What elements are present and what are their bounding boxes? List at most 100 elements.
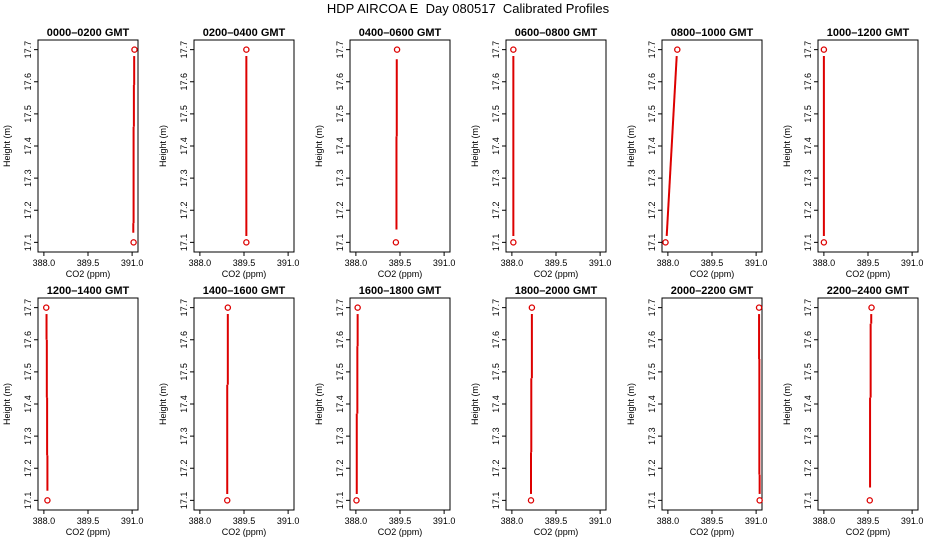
- y-tick-label: 17.3: [179, 169, 189, 187]
- x-tick-label: 391.0: [433, 516, 456, 526]
- plot-frame: [817, 39, 919, 253]
- y-axis-label: Height (m): [314, 125, 324, 167]
- x-tick-label: 391.0: [589, 516, 612, 526]
- x-axis-label: CO2 (ppm): [66, 269, 111, 279]
- y-tick-label: 17.3: [647, 427, 657, 445]
- y-tick-label: 17.6: [23, 331, 33, 349]
- y-tick-label: 17.6: [803, 73, 813, 91]
- y-tick-label: 17.3: [23, 427, 33, 445]
- y-tick-label: 17.7: [335, 41, 345, 59]
- y-tick-label: 17.1: [491, 234, 501, 252]
- chart-title: 1800–2000 GMT: [515, 285, 598, 297]
- y-tick-label: 17.2: [335, 459, 345, 477]
- y-tick-label: 17.1: [335, 234, 345, 252]
- x-tick-label: 389.5: [233, 516, 256, 526]
- chart-panel: 0000–0200 GMT 388.0 389.5 391.0 17.1 17.2 17.3…: [2, 27, 143, 279]
- chart-title: 0000–0200 GMT: [47, 27, 130, 39]
- y-tick-label: 17.4: [803, 137, 813, 155]
- chart-panel: 0200–0400 GMT 388.0 389.5 391.0 17.1 17.2 17.3…: [158, 27, 299, 279]
- x-tick-label: 388.0: [345, 516, 368, 526]
- x-tick-label: 388.0: [657, 258, 680, 268]
- data-point: [354, 304, 361, 311]
- y-tick-label: 17.3: [23, 169, 33, 187]
- chart-title: 1400–1600 GMT: [203, 285, 286, 297]
- y-tick-label: 17.1: [491, 492, 501, 510]
- x-tick-label: 391.0: [277, 258, 300, 268]
- x-tick-label: 388.0: [33, 516, 56, 526]
- y-tick-label: 17.5: [647, 105, 657, 123]
- data-point: [866, 497, 874, 504]
- y-tick-label: 17.6: [491, 73, 501, 91]
- data-point: [243, 46, 250, 53]
- x-tick-label: 391.0: [121, 516, 144, 526]
- data-point: [44, 497, 51, 504]
- chart-panel: 2200–2400 GMT 388.0 389.5 391.0 17.1 17.2 17.3…: [782, 285, 923, 537]
- x-axis-label: CO2 (ppm): [846, 269, 891, 279]
- x-tick-label: 389.5: [701, 258, 724, 268]
- plot-frame: [349, 39, 451, 253]
- y-tick-label: 17.2: [491, 201, 501, 219]
- x-axis-label: CO2 (ppm): [690, 269, 735, 279]
- y-tick-label: 17.2: [23, 201, 33, 219]
- data-point: [510, 46, 517, 53]
- y-axis-label: Height (m): [314, 383, 324, 425]
- y-tick-label: 17.1: [335, 492, 345, 510]
- y-tick-label: 17.4: [23, 395, 33, 413]
- y-tick-label: 17.7: [23, 299, 33, 317]
- y-axis-label: Height (m): [2, 125, 12, 167]
- y-axis-label: Height (m): [2, 383, 12, 425]
- y-tick-label: 17.2: [647, 201, 657, 219]
- x-tick-label: 391.0: [277, 516, 300, 526]
- y-axis-label: Height (m): [470, 125, 480, 167]
- y-tick-label: 17.4: [335, 395, 345, 413]
- y-tick-label: 17.7: [491, 299, 501, 317]
- y-tick-label: 17.6: [491, 331, 501, 349]
- y-tick-label: 17.5: [23, 105, 33, 123]
- y-tick-label: 17.3: [491, 427, 501, 445]
- y-tick-label: 17.4: [23, 137, 33, 155]
- y-tick-label: 17.1: [647, 492, 657, 510]
- x-axis-label: CO2 (ppm): [378, 527, 423, 537]
- plot-frame: [817, 297, 919, 511]
- y-tick-label: 17.5: [335, 363, 345, 381]
- y-tick-label: 17.3: [179, 427, 189, 445]
- y-tick-label: 17.5: [335, 105, 345, 123]
- y-tick-label: 17.6: [335, 73, 345, 91]
- y-tick-label: 17.4: [335, 137, 345, 155]
- y-axis-label: Height (m): [158, 383, 168, 425]
- data-point: [42, 304, 50, 311]
- data-point: [527, 497, 535, 504]
- data-point: [392, 239, 400, 246]
- chart-title: 1200–1400 GMT: [47, 285, 130, 297]
- y-tick-label: 17.3: [803, 169, 813, 187]
- x-axis-label: CO2 (ppm): [66, 527, 111, 537]
- y-tick-label: 17.6: [335, 331, 345, 349]
- x-tick-label: 389.5: [389, 258, 412, 268]
- data-point: [755, 304, 763, 311]
- y-tick-label: 17.6: [23, 73, 33, 91]
- x-tick-label: 388.0: [501, 258, 524, 268]
- plot-frame: [37, 39, 139, 253]
- data-point: [224, 304, 232, 311]
- data-point: [223, 497, 231, 504]
- x-tick-label: 388.0: [813, 516, 836, 526]
- x-axis-label: CO2 (ppm): [690, 527, 735, 537]
- data-point: [353, 497, 360, 504]
- data-point: [756, 497, 763, 504]
- y-tick-label: 17.5: [179, 105, 189, 123]
- chart-title: 2000–2200 GMT: [671, 285, 754, 297]
- y-tick-label: 17.1: [23, 234, 33, 252]
- chart-title: 0200–0400 GMT: [203, 27, 286, 39]
- chart-panel: 1400–1600 GMT 388.0 389.5 391.0 17.1 17.2 17.3…: [158, 285, 299, 537]
- y-tick-label: 17.2: [647, 459, 657, 477]
- plot-frame: [505, 39, 607, 253]
- data-point: [820, 239, 828, 246]
- y-tick-label: 17.5: [803, 363, 813, 381]
- y-axis-label: Height (m): [626, 125, 636, 167]
- data-point: [131, 46, 138, 53]
- x-tick-label: 391.0: [901, 516, 924, 526]
- y-tick-label: 17.1: [803, 492, 813, 510]
- x-axis-label: CO2 (ppm): [846, 527, 891, 537]
- y-axis-label: Height (m): [782, 383, 792, 425]
